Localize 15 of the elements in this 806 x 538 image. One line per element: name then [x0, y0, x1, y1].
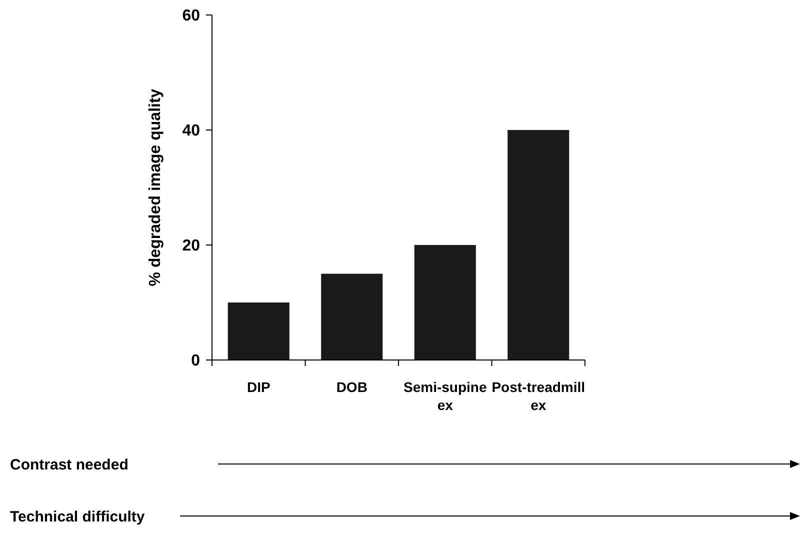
text: Technical difficulty [10, 508, 146, 526]
x-tick-label: Semi-supine ex [404, 379, 487, 413]
x-tick-label: Post-treadmill ex [492, 379, 586, 413]
bar [508, 130, 570, 360]
text: Contrast needed [10, 456, 128, 474]
bar [321, 274, 383, 360]
bar [228, 302, 290, 360]
x-tick-label: DOB [336, 379, 368, 395]
y-tick-label: 20 [182, 238, 200, 255]
y-tick-label: 60 [182, 8, 200, 25]
bar [414, 245, 476, 360]
y-tick-label: 0 [191, 352, 200, 370]
y-tick-label: 40 [182, 122, 200, 140]
y-axis-title: % degraded image quality [147, 88, 164, 286]
x-tick-label: DIP [246, 379, 270, 395]
